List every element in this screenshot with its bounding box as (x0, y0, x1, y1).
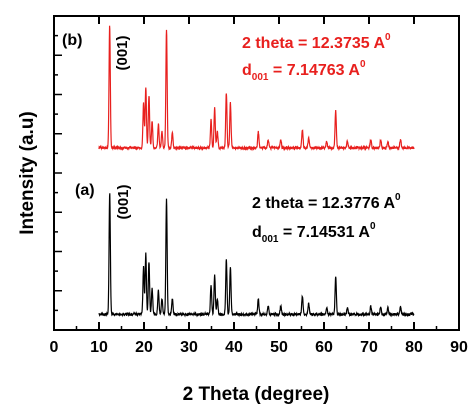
x-tick-label-90: 90 (450, 339, 468, 356)
series-b-peak-tag: (001) (114, 35, 131, 70)
series-b-line (98, 25, 415, 152)
series-b-d-spacing: d001 = 7.14763 A0 (242, 59, 366, 83)
x-tick-label-10: 10 (90, 339, 108, 356)
x-tick-label-60: 60 (315, 339, 333, 356)
x-tick-label-50: 50 (270, 339, 288, 356)
series-a-peak-tag: (001) (115, 184, 132, 219)
y-axis-label: Intensity (a.u) (17, 111, 38, 235)
x-tick-label-30: 30 (180, 339, 198, 356)
series-a-d-spacing: d001 = 7.14531 A0 (252, 221, 376, 245)
series-b-two-theta: 2 theta = 12.3735 A0 (242, 32, 391, 52)
x-tick-label-70: 70 (360, 339, 378, 356)
x-axis-label: 2 Theta (degree) (183, 384, 330, 405)
x-tick-label-40: 40 (225, 339, 243, 356)
x-axis-ticks: 0 10 20 30 40 50 60 70 80 90 (50, 16, 468, 356)
x-tick-label-80: 80 (405, 339, 423, 356)
series-a-label: (a) (75, 182, 95, 199)
y-axis-ticks (54, 34, 62, 312)
x-tick-label-0: 0 (50, 339, 59, 356)
series-b-label: (b) (62, 32, 82, 49)
series-a-line (98, 193, 415, 318)
series-a-two-theta: 2 theta = 12.3776 A0 (252, 192, 401, 212)
x-tick-label-20: 20 (135, 339, 153, 356)
series-layer (98, 25, 415, 318)
